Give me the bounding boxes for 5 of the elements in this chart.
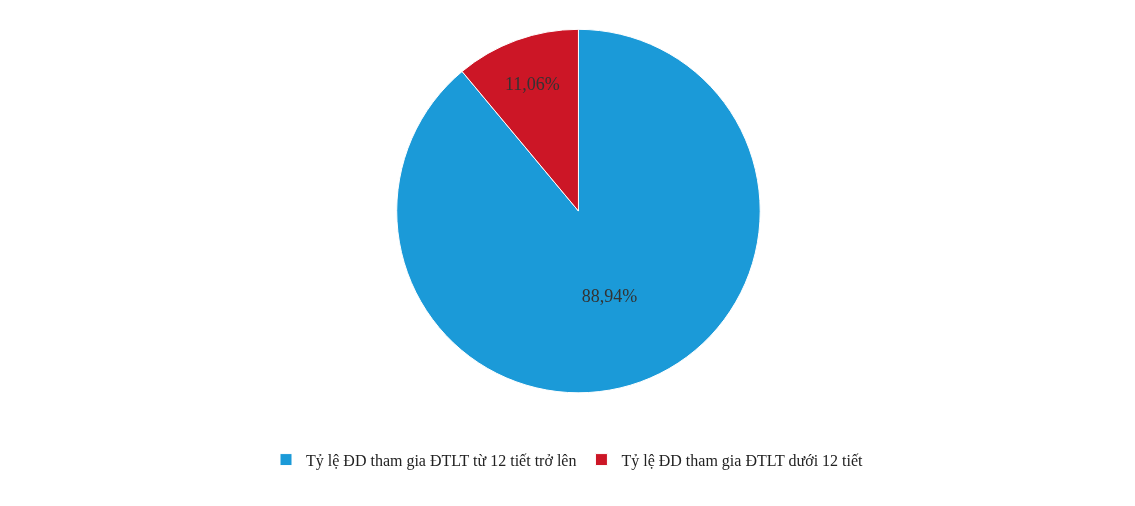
data-label: 11,06% — [504, 73, 560, 94]
legend-label: Tỷ lệ ĐD tham gia ĐTLT từ 12 tiết trở lên — [306, 451, 577, 470]
legend-label: Tỷ lệ ĐD tham gia ĐTLT dưới 12 tiết — [621, 451, 864, 470]
pie-slice — [396, 28, 761, 394]
data-label: 88,94% — [581, 286, 638, 307]
